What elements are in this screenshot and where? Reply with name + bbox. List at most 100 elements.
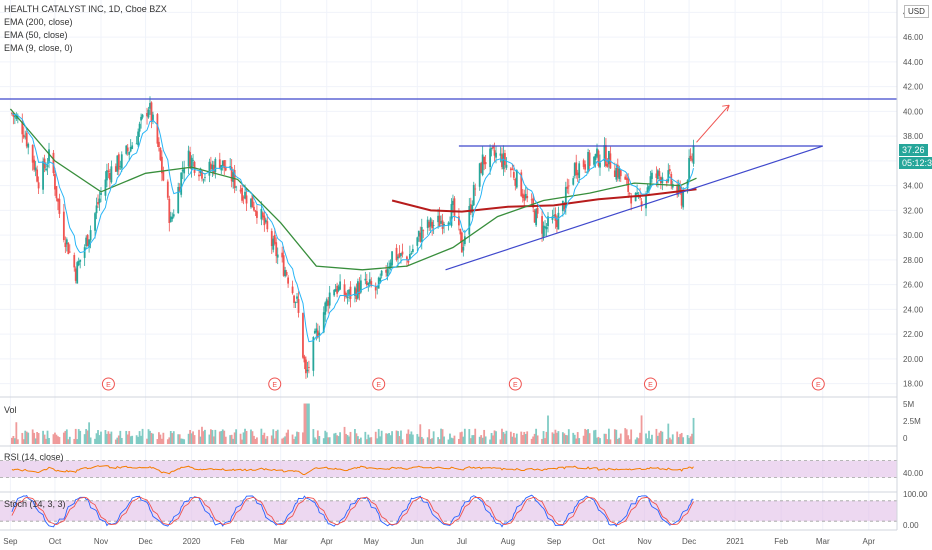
volume-bar <box>386 433 389 444</box>
candle-body <box>169 216 172 223</box>
currency-button[interactable]: USD <box>904 5 929 18</box>
candle-body <box>224 166 227 171</box>
volume-bar <box>582 435 585 444</box>
candle-body <box>459 228 462 235</box>
volume-bar <box>355 433 358 444</box>
volume-bar <box>316 430 319 444</box>
volume-bar <box>420 436 423 444</box>
volume-bar <box>15 422 18 444</box>
volume-bar <box>95 433 98 444</box>
volume-bar <box>364 431 367 444</box>
stoch-band <box>0 500 897 522</box>
volume-bar <box>302 432 304 444</box>
drawing-annotations[interactable] <box>0 98 897 271</box>
candle-body <box>73 255 76 268</box>
volume-bar <box>129 436 132 444</box>
candle-body <box>367 283 370 285</box>
volume-bar <box>183 439 186 444</box>
candle-body <box>42 161 44 190</box>
candle-body <box>218 159 221 169</box>
candle-body <box>345 293 347 298</box>
volume-bar <box>472 435 475 444</box>
volume-bar <box>541 438 543 444</box>
candle-body <box>408 253 411 260</box>
earnings-marker-label: E <box>513 382 518 389</box>
candle-body <box>261 212 264 218</box>
candle-body <box>192 159 194 161</box>
candle-body <box>428 221 431 228</box>
candle-body <box>245 195 248 204</box>
volume-bar <box>567 429 570 444</box>
candle-body <box>490 147 493 149</box>
candle-body <box>495 152 497 158</box>
candle-body <box>607 150 610 165</box>
candle-body <box>263 215 266 226</box>
volume-bar <box>505 430 508 444</box>
volume-bar <box>523 431 526 444</box>
volume-bar <box>388 433 390 444</box>
volume-bar <box>324 430 327 444</box>
candle-body <box>303 356 306 363</box>
volume-bar <box>512 432 515 444</box>
candle-body <box>313 330 316 334</box>
volume-bar <box>492 435 494 444</box>
candle-body <box>68 251 71 253</box>
candle-body <box>640 201 643 207</box>
candle-body <box>438 215 441 227</box>
price-tick-label: 18.00 <box>903 380 924 389</box>
earnings-marker-label: E <box>816 382 821 389</box>
volume-bar <box>233 432 236 444</box>
price-tick-label: 44.00 <box>903 58 924 67</box>
volume-bar <box>359 437 362 444</box>
candle-body <box>545 226 548 230</box>
volume-bar <box>74 428 77 444</box>
candle-body <box>276 254 279 258</box>
candle-body <box>232 172 235 182</box>
candle-body <box>339 281 341 290</box>
candle-body <box>138 123 141 132</box>
volume-bar <box>73 438 76 444</box>
candle-body <box>272 238 275 250</box>
time-tick-label: Sep <box>547 537 562 546</box>
candle-body <box>25 132 28 147</box>
volume-bar <box>443 436 445 444</box>
candle-body <box>260 208 263 220</box>
price-tick-label: 26.00 <box>903 281 924 290</box>
candle-body <box>509 168 512 171</box>
volume-bar <box>554 429 557 444</box>
time-tick-label: Feb <box>231 537 245 546</box>
candle-body <box>77 261 80 266</box>
grid-lines <box>0 0 897 530</box>
candle-body <box>578 163 581 178</box>
candle-body <box>129 146 132 152</box>
volume-bar <box>584 428 587 444</box>
earnings-marker-label: E <box>272 382 277 389</box>
volume-bar <box>86 430 89 444</box>
volume-bar <box>483 429 486 444</box>
volume-bar <box>514 437 517 444</box>
volume-bar <box>389 435 392 444</box>
volume-bar <box>682 437 685 444</box>
volume-bar <box>52 434 55 444</box>
ema200-line <box>391 188 697 213</box>
earnings-marker-label: E <box>648 382 653 389</box>
volume-bar <box>198 429 200 444</box>
candle-body <box>364 278 367 281</box>
volume-bar <box>474 428 477 444</box>
candle-body <box>88 239 91 248</box>
volume-bar <box>98 435 101 444</box>
candle-body <box>686 180 689 189</box>
earnings-marker <box>101 377 115 391</box>
volume-bar <box>140 435 142 444</box>
candle-body <box>648 185 650 190</box>
candle-body <box>530 199 533 201</box>
volume-bar <box>438 439 441 444</box>
volume-bar <box>296 431 298 444</box>
volume-bar <box>62 432 65 444</box>
candle-body <box>692 145 695 164</box>
candle-body <box>120 154 123 169</box>
candle-body <box>343 284 346 297</box>
volume-bar <box>220 431 223 444</box>
